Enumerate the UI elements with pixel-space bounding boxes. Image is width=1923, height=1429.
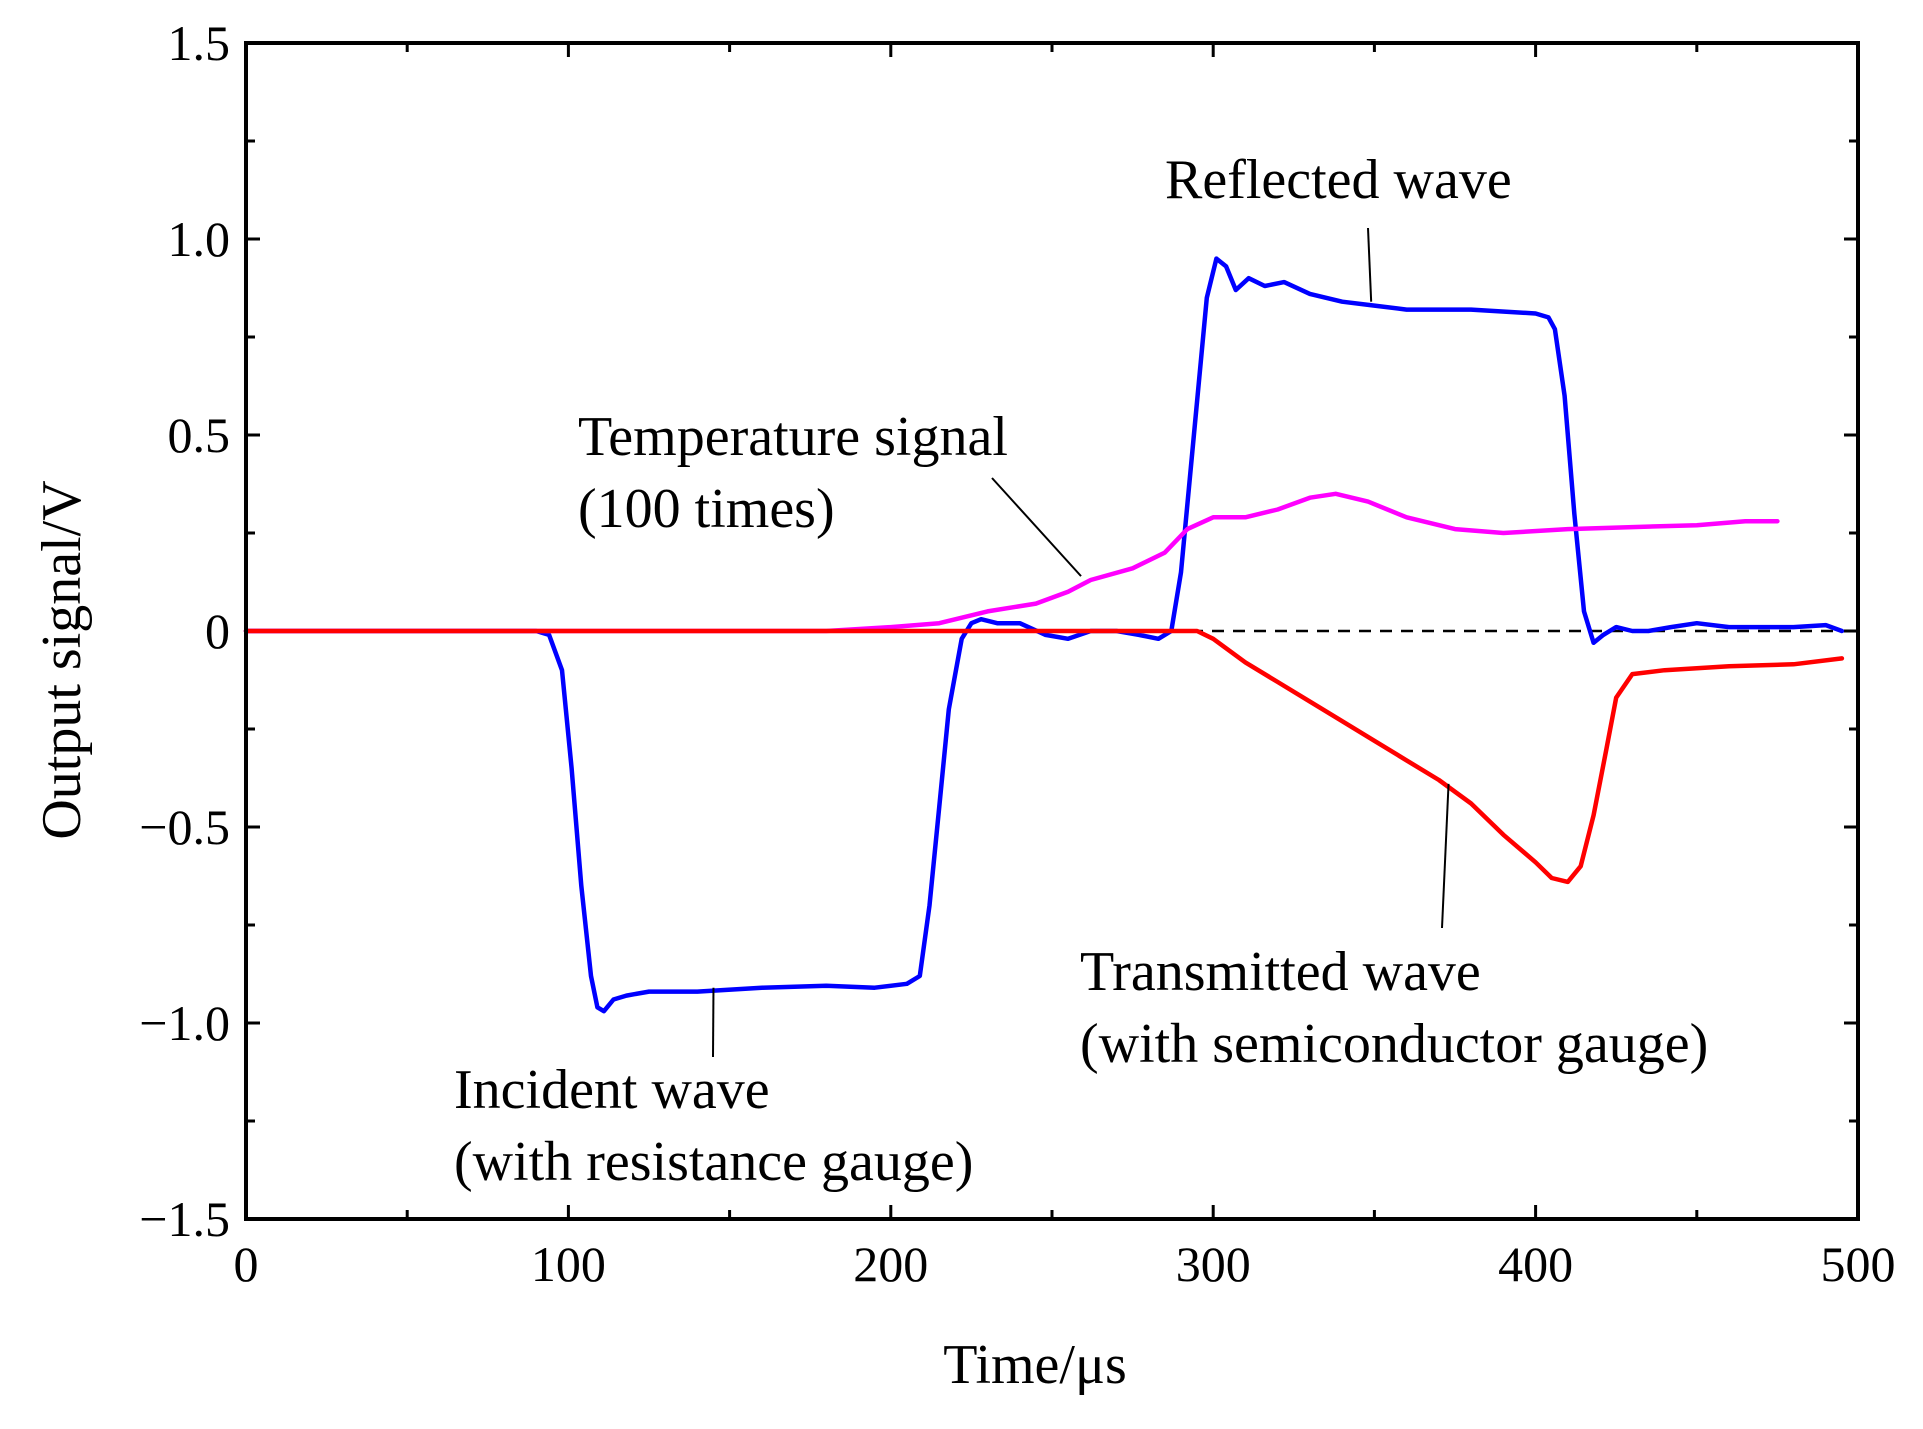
annotation-incident-line-1: Incident wave xyxy=(454,1059,770,1121)
y-tick-label: 1.0 xyxy=(168,211,231,267)
annotation-transmitted-line-2: (with semiconductor gauge) xyxy=(1080,1013,1708,1075)
y-tick-label: 0.5 xyxy=(168,407,231,463)
annotation-incident-line-2: (with resistance gauge) xyxy=(454,1131,973,1193)
x-tick-label: 200 xyxy=(853,1236,928,1292)
series-line-transmitted xyxy=(243,628,1845,885)
y-tick-label: −1.0 xyxy=(139,995,230,1051)
annotation-transmitted-line-1: Transmitted wave xyxy=(1080,941,1481,1003)
x-tick-label: 500 xyxy=(1821,1236,1896,1292)
annotation-temperature-line-2: (100 times) xyxy=(578,478,835,540)
axis-ticks: 0 100 200 300 400 500 −1.5 −1.0 −0.5 0 0.5 1.0 1.5 xyxy=(139,15,1895,1292)
annotations-layer: Reflected wave Temperature signal (100 tim… xyxy=(454,149,1708,1193)
annotation-reflected-line-1: Reflected wave xyxy=(1165,149,1512,211)
annotation-leader-transmitted xyxy=(1441,783,1450,929)
y-axis-title: Output signal/V xyxy=(31,480,93,839)
x-tick-label: 400 xyxy=(1498,1236,1573,1292)
annotation-leader-temperature xyxy=(991,477,1082,577)
x-tick-label: 300 xyxy=(1176,1236,1251,1292)
annotation-temperature-line-1: Temperature signal xyxy=(578,406,1008,468)
y-tick-label: −0.5 xyxy=(139,799,230,855)
y-tick-label: −1.5 xyxy=(139,1191,230,1247)
plot-frame xyxy=(244,41,1860,1221)
y-tick-label: 1.5 xyxy=(168,15,231,71)
series-line-temperature xyxy=(243,491,1780,634)
series-line-incident_reflected xyxy=(243,256,1845,1014)
series-layer xyxy=(243,256,1845,1014)
y-axis-title-group: Output signal/V xyxy=(31,480,93,839)
x-tick-label: 0 xyxy=(234,1236,259,1292)
x-axis-title: Time/μs xyxy=(943,1334,1127,1396)
x-tick-label: 100 xyxy=(531,1236,606,1292)
annotation-leader-reflected xyxy=(1367,227,1373,302)
y-tick-label: 0 xyxy=(205,603,230,659)
